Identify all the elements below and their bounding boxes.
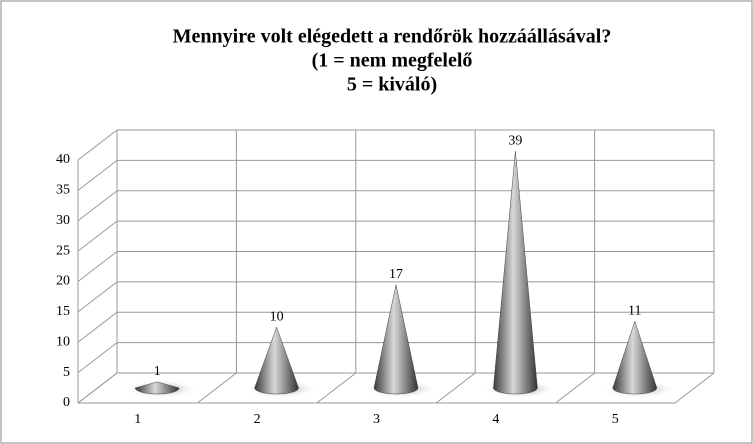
grid-line (77, 311, 118, 343)
floor-line (316, 372, 357, 404)
cone (373, 284, 419, 395)
x-tick-label: 2 (254, 412, 261, 427)
y-tick-label: 15 (56, 304, 70, 319)
grid-line (77, 251, 118, 282)
floor-line (555, 372, 595, 404)
x-tick-label: 1 (134, 412, 141, 427)
grid-line (77, 129, 118, 161)
grid-line (77, 372, 118, 404)
floor-line (435, 372, 476, 404)
x-tick-label: 5 (612, 412, 619, 427)
data-label: 17 (389, 267, 403, 282)
x-tick-label: 4 (492, 412, 499, 427)
data-label: 39 (508, 133, 522, 148)
y-tick-label: 10 (56, 334, 70, 349)
grid-line (77, 220, 118, 252)
cone (612, 320, 658, 395)
floor-line (674, 372, 715, 404)
y-tick-label: 0 (63, 395, 70, 410)
cone (134, 381, 180, 395)
y-tick-label: 5 (63, 365, 70, 380)
chart-title: Mennyire volt elégedett a rendőrök hozzá… (173, 26, 612, 48)
chart-title: 5 = kiváló) (347, 74, 437, 96)
data-label: 10 (270, 309, 284, 324)
y-tick-label: 40 (56, 152, 70, 167)
x-tick-label: 3 (373, 412, 380, 427)
chart-title: (1 = nem megfelelő (312, 50, 473, 72)
data-label: 1 (154, 364, 161, 379)
y-tick-label: 20 (56, 274, 70, 289)
grid-line (77, 159, 118, 191)
cone (254, 326, 299, 395)
cone (493, 151, 538, 395)
grid-line (77, 281, 118, 313)
y-tick-label: 35 (56, 183, 70, 198)
data-label: 11 (628, 303, 641, 318)
y-tick-label: 30 (56, 213, 70, 228)
grid-line (77, 342, 118, 374)
floor-line (197, 372, 237, 404)
y-tick-label: 25 (56, 243, 70, 258)
grid-line (77, 190, 118, 222)
